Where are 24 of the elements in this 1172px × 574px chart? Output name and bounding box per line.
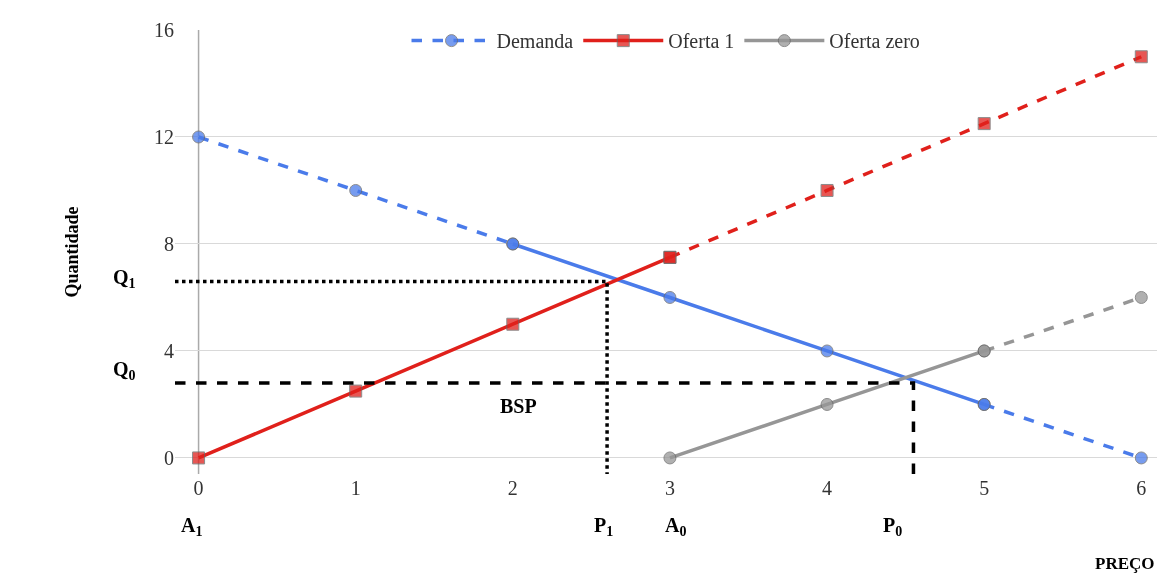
x-tick-label: 4	[822, 477, 833, 499]
text: P$_{0}$	[883, 514, 903, 540]
x-tick-label: 2	[507, 477, 518, 499]
x-tick-label: 3	[664, 477, 675, 499]
y-axis-title: Quantidade	[62, 206, 83, 298]
legend-label: Oferta zero	[829, 30, 920, 53]
x-tick-label: 6	[1136, 477, 1147, 499]
x-axis-title: PREÇO	[1095, 554, 1155, 573]
text: A$_{1}$	[181, 514, 203, 540]
text: Q$_{0}$	[113, 358, 136, 384]
y-tick-label: 16	[154, 19, 174, 41]
x-tick-label: 1	[350, 477, 361, 499]
x-tick-label: 0	[193, 477, 204, 499]
y-tick-label: 0	[164, 446, 174, 469]
legend-label: Demanda	[496, 30, 574, 53]
x-tick-label: 5	[979, 477, 990, 499]
annotation: BSP	[500, 395, 537, 417]
text: P$_{1}$	[594, 514, 614, 540]
text: Q$_{1}$	[113, 266, 136, 292]
y-tick-label: 12	[154, 125, 174, 148]
y-tick-label: 8	[164, 232, 174, 255]
y-tick-label: 4	[164, 339, 174, 362]
text: A$_{0}$	[665, 514, 687, 540]
legend-label: Oferta 1	[668, 30, 735, 53]
